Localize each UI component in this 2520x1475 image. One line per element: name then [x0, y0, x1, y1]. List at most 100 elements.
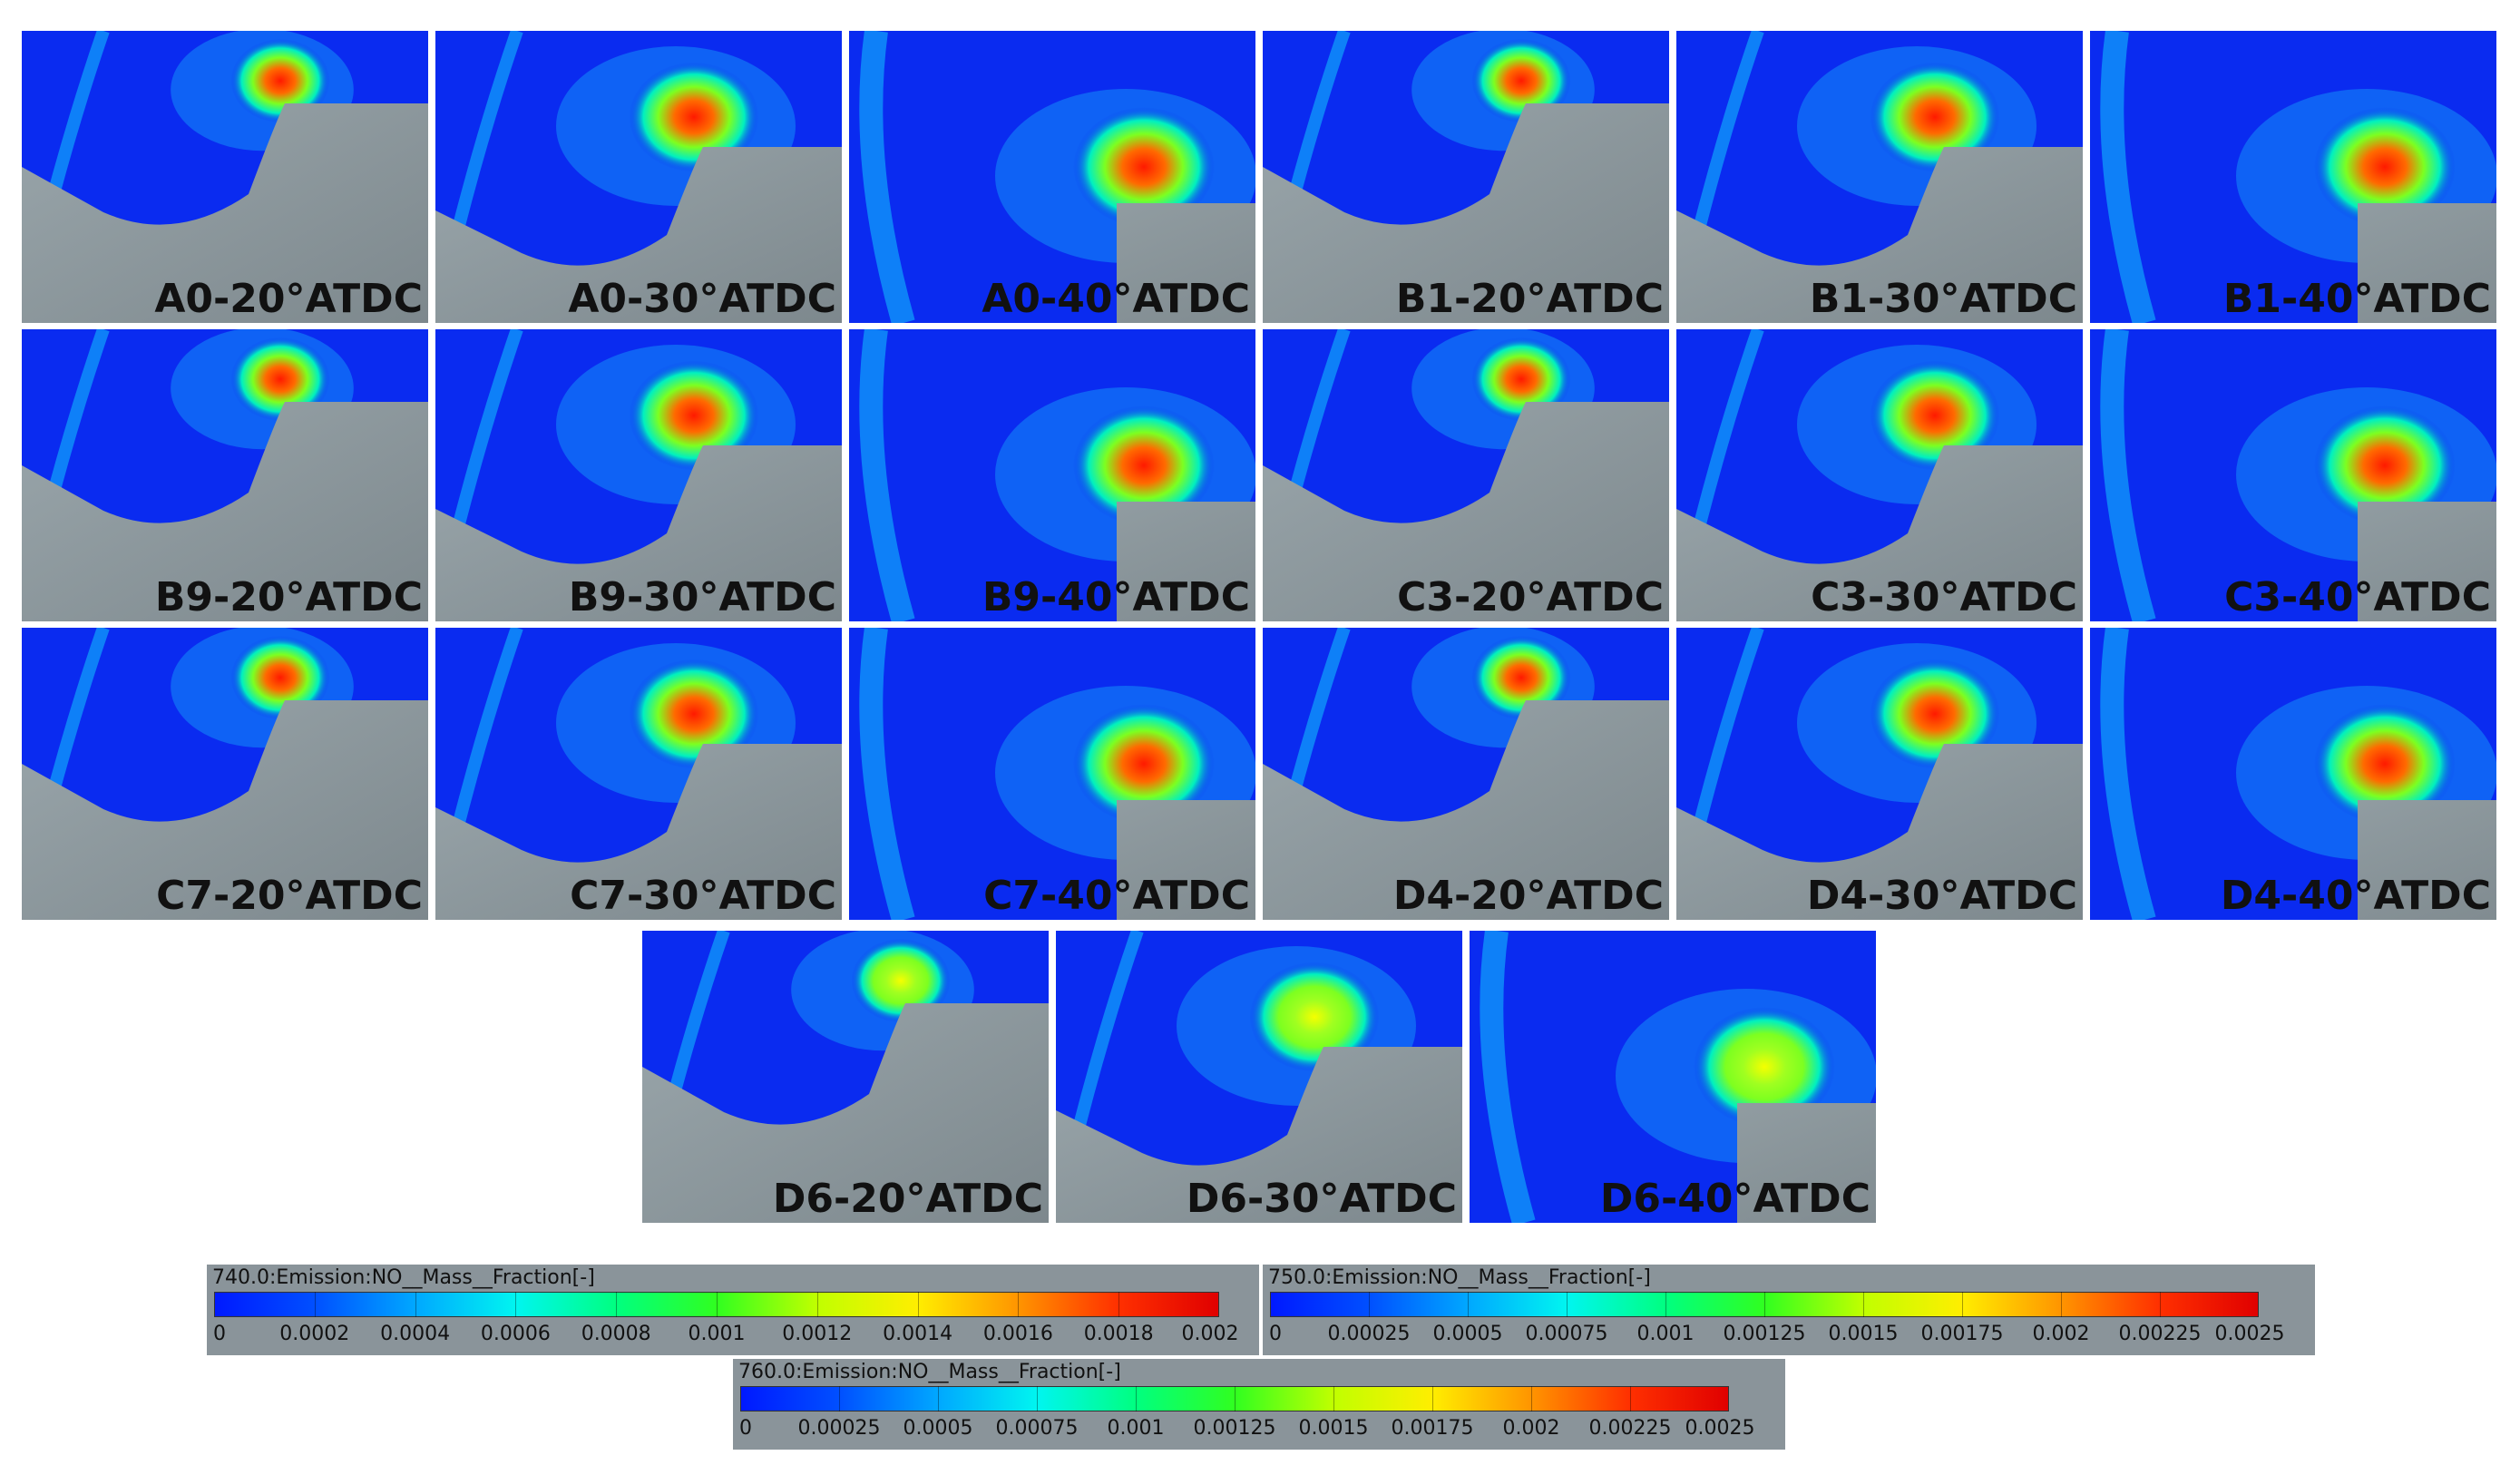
corner-hotspot	[22, 628, 140, 737]
corner-hotspot	[2090, 31, 2253, 212]
colorbar-divider	[1037, 1386, 1038, 1412]
corner-hotspot	[1676, 31, 1794, 140]
piston-surface	[1056, 1047, 1462, 1223]
colorbar-tick-label: 0	[213, 1323, 226, 1345]
corner-hotspot	[1263, 628, 1381, 737]
panel-label: A0-30°ATDC	[568, 276, 836, 322]
corner-hotspot	[435, 329, 553, 438]
plume-hotspot	[1249, 962, 1380, 1072]
colorbar-divider	[1333, 1386, 1334, 1412]
panel-label: A0-20°ATDC	[154, 276, 423, 322]
contour-panel: B1-20°ATDC	[1263, 31, 1669, 323]
piston-surface	[435, 147, 842, 323]
colorbar-tick-label: 0.0025	[2214, 1323, 2285, 1345]
plume-hotspot	[629, 62, 759, 172]
colorbar-divider	[1962, 1292, 1963, 1317]
panel-label: A0-40°ATDC	[982, 276, 1250, 322]
colorbar-divider	[415, 1292, 416, 1317]
colorbar-divider	[1432, 1386, 1433, 1412]
corner-hotspot	[1263, 31, 1381, 140]
colorbar-divider	[2061, 1292, 2062, 1317]
colorbar-tick-label: 0.0002	[279, 1323, 350, 1345]
colorbar-tick-label: 0.0012	[782, 1323, 853, 1345]
plume-hotspot	[1073, 704, 1215, 824]
contour-panel: C3-20°ATDC	[1263, 329, 1669, 621]
plume-hotspot	[851, 938, 951, 1023]
piston-surface	[849, 800, 1255, 920]
colorbar-divider	[1369, 1292, 1370, 1317]
plume-hotspot	[1870, 62, 2000, 172]
panel-label: C7-20°ATDC	[156, 873, 423, 919]
colorbar-divider	[1468, 1292, 1469, 1317]
colorbar-tick-label: 0.0016	[982, 1323, 1053, 1345]
corner-hotspot	[2090, 329, 2253, 511]
colorbar-tick-label: 0.001	[1107, 1417, 1165, 1440]
piston-surface	[2090, 800, 2496, 920]
plume-hotspot	[629, 659, 759, 769]
plume-hotspot	[1471, 337, 1571, 422]
colorbar-tick-label: 0.00175	[1391, 1417, 1474, 1440]
plume-hotspot	[1870, 360, 2000, 471]
panel-label: D4-20°ATDC	[1392, 873, 1664, 919]
contour-panel: D4-20°ATDC	[1263, 628, 1669, 920]
colorbar-tick-label: 0.002	[1181, 1323, 1239, 1345]
colorbar-title: 740.0:Emission:NO__Mass__Fraction[-]	[212, 1266, 595, 1289]
colorbar-tick-label: 0.00075	[995, 1417, 1079, 1440]
colorbar-title: 760.0:Emission:NO__Mass__Fraction[-]	[738, 1361, 1121, 1383]
corner-hotspot	[1056, 931, 1174, 1040]
piston-surface	[849, 203, 1255, 323]
contour-panel: D6-20°ATDC	[642, 931, 1049, 1223]
contour-panel: C3-40°ATDC	[2090, 329, 2496, 621]
panel-label: D6-20°ATDC	[772, 1176, 1043, 1222]
corner-hotspot	[1263, 329, 1381, 438]
piston-surface	[1263, 402, 1669, 621]
colorbar-tick-label: 0.0006	[480, 1323, 551, 1345]
corner-hotspot	[22, 31, 140, 140]
colorbar-tick-label: 0.0005	[1432, 1323, 1503, 1345]
panel-label: B1-40°ATDC	[2222, 276, 2491, 322]
piston-surface	[1676, 744, 2083, 920]
panel-label: B9-20°ATDC	[154, 574, 423, 620]
corner-hotspot	[435, 31, 553, 140]
corner-hotspot	[849, 628, 1012, 809]
piston-surface	[1470, 1103, 1876, 1223]
contour-panel: D6-40°ATDC	[1470, 931, 1876, 1223]
colorbar-divider	[1235, 1386, 1236, 1412]
colorbar-tick-label: 0.00075	[1525, 1323, 1608, 1345]
plume-hotspot	[230, 635, 330, 720]
corner-hotspot	[2090, 628, 2253, 809]
panel-label: D6-40°ATDC	[1599, 1176, 1870, 1222]
plume-hotspot	[2314, 704, 2456, 824]
colorbar-divider	[816, 1292, 818, 1317]
colorbar-tick-label: 0.001	[1636, 1323, 1695, 1345]
piston-surface	[642, 1003, 1049, 1223]
piston-surface	[22, 103, 428, 323]
colorbar-divider	[1136, 1386, 1137, 1412]
plume-hotspot	[230, 38, 330, 123]
panel-label: C7-40°ATDC	[983, 873, 1250, 919]
panel-label: D4-40°ATDC	[2220, 873, 2491, 919]
piston-surface	[1263, 103, 1669, 323]
colorbar-tick-label: 0.00225	[2118, 1323, 2202, 1345]
panel-label: C3-40°ATDC	[2224, 574, 2491, 620]
colorbar-tick-label: 0.002	[1502, 1417, 1560, 1440]
colorbar-tick-label: 0.00125	[1723, 1323, 1806, 1345]
colorbar-tick-label: 0.00025	[1327, 1323, 1411, 1345]
colorbar-divider	[1531, 1386, 1532, 1412]
piston-surface	[1676, 147, 2083, 323]
colorbar-tick-label: 0.002	[2032, 1323, 2090, 1345]
colorbar-legend: 750.0:Emission:NO__Mass__Fraction[-] 0 0.0…	[1263, 1265, 2315, 1355]
colorbar-tick-label: 0	[739, 1417, 752, 1440]
colorbar-title: 750.0:Emission:NO__Mass__Fraction[-]	[1268, 1266, 1651, 1289]
colorbar-divider	[717, 1292, 718, 1317]
corner-hotspot	[1676, 329, 1794, 438]
plume-hotspot	[1471, 38, 1571, 123]
colorbar-tick-label: 0	[1269, 1323, 1282, 1345]
colorbar-tick-label: 0.0015	[1298, 1417, 1369, 1440]
piston-surface	[22, 402, 428, 621]
panel-label: C7-30°ATDC	[570, 873, 836, 919]
corner-hotspot	[22, 329, 140, 438]
colorbar-divider	[1118, 1292, 1120, 1317]
contour-panel: C7-30°ATDC	[435, 628, 842, 920]
plume-hotspot	[1870, 659, 2000, 769]
